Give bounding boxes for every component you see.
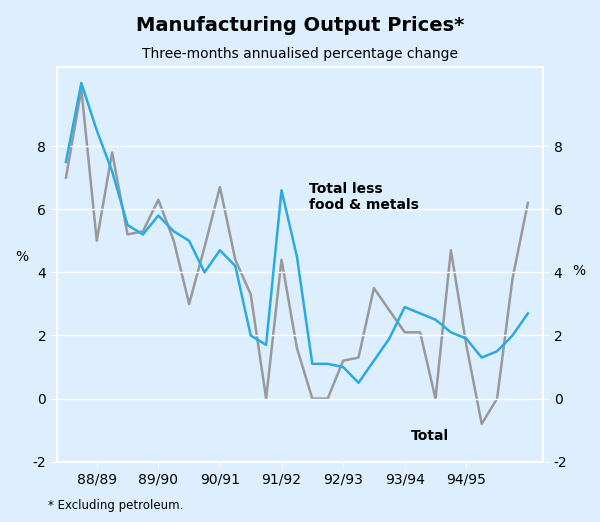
Text: * Excluding petroleum.: * Excluding petroleum.: [48, 499, 184, 512]
Y-axis label: %: %: [572, 265, 585, 278]
Text: Three-months annualised percentage change: Three-months annualised percentage chang…: [142, 47, 458, 61]
Text: Total: Total: [411, 429, 449, 443]
Text: Manufacturing Output Prices*: Manufacturing Output Prices*: [136, 16, 464, 34]
Text: Total less
food & metals: Total less food & metals: [309, 182, 419, 212]
Y-axis label: %: %: [15, 251, 28, 265]
